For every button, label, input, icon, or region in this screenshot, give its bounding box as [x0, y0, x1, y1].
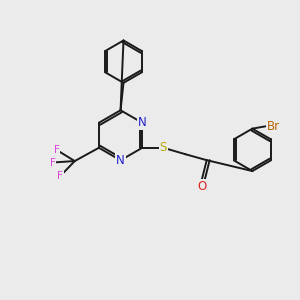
Text: Br: Br: [267, 120, 280, 133]
Text: O: O: [197, 180, 207, 193]
Text: F: F: [57, 171, 63, 182]
Text: F: F: [50, 158, 56, 167]
Text: S: S: [160, 141, 167, 154]
Text: N: N: [138, 116, 147, 129]
Text: F: F: [53, 145, 59, 155]
Text: N: N: [116, 154, 125, 167]
